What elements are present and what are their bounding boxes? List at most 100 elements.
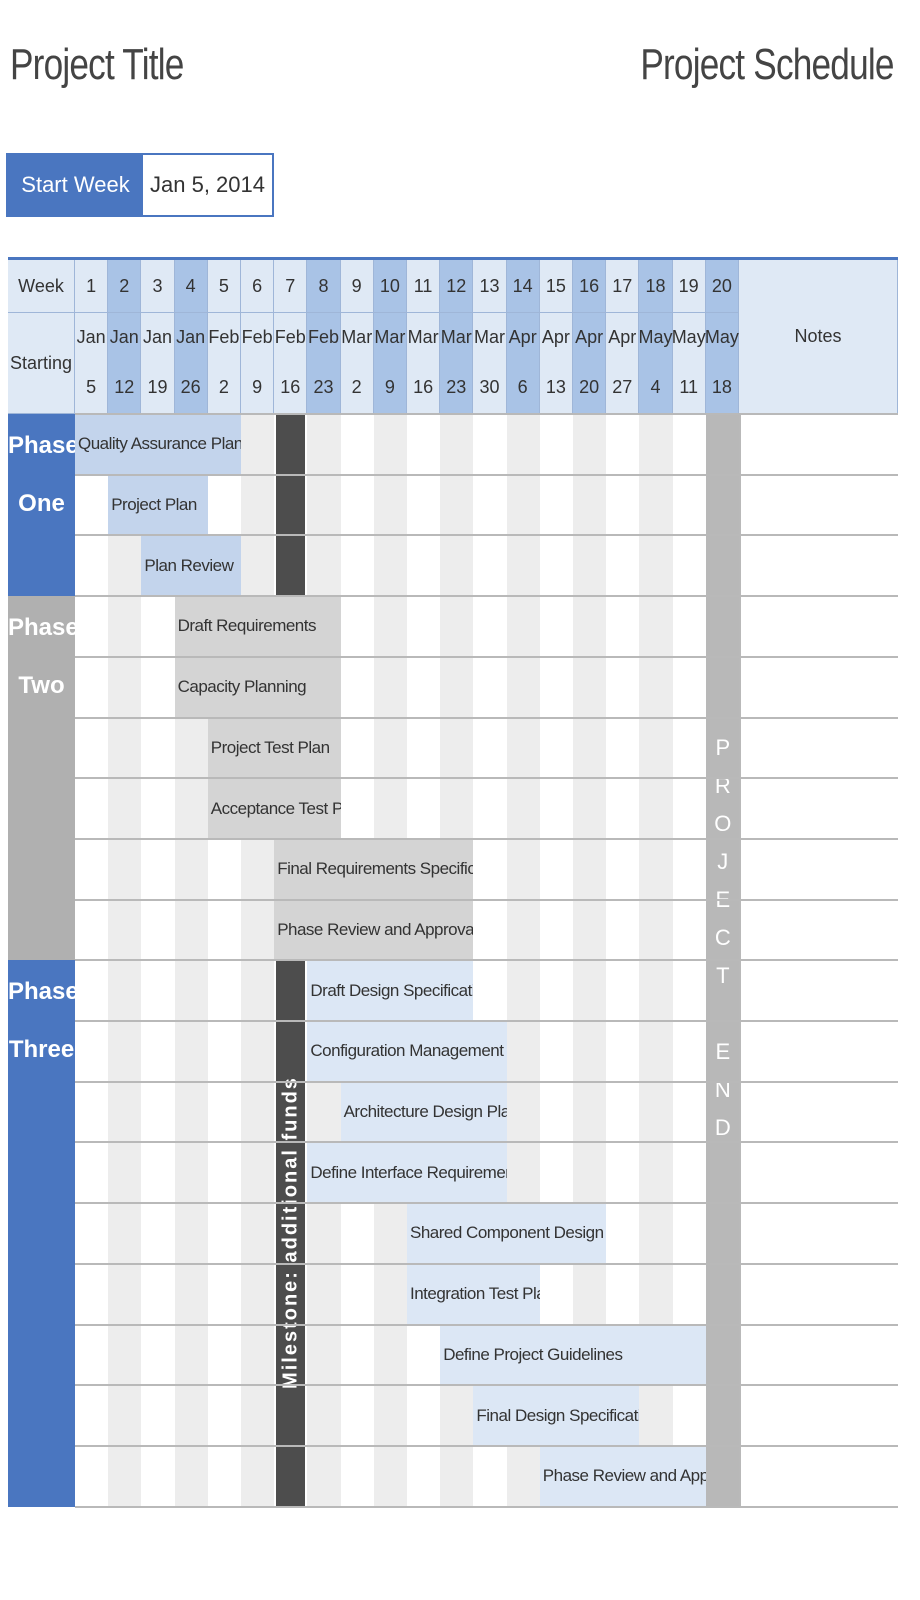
project-end-letter: R bbox=[714, 773, 731, 798]
task-bar[interactable]: Configuration Management Plan bbox=[307, 1021, 507, 1082]
phase-label-1: Phase One bbox=[8, 414, 79, 597]
week-start-date-19: May 11 bbox=[671, 313, 706, 414]
header-top-border bbox=[8, 257, 898, 260]
week-start-day: 23 bbox=[313, 377, 334, 398]
row-divider bbox=[75, 898, 898, 901]
task-bar[interactable]: Quality Assurance Plan bbox=[75, 414, 241, 475]
task-bar[interactable]: Define Interface Requirements bbox=[307, 1142, 507, 1204]
week-start-day: 9 bbox=[252, 377, 263, 398]
start-week-label: Start Week bbox=[8, 155, 143, 215]
week-start-date-1: Jan 5 bbox=[75, 313, 109, 414]
week-start-month: Jan bbox=[176, 327, 206, 348]
week-start-day: 2 bbox=[218, 377, 229, 398]
week-start-month: Feb bbox=[307, 327, 339, 348]
task-bar[interactable]: Final Design Specifications bbox=[473, 1385, 640, 1446]
start-week-value[interactable]: Jan 5, 2014 bbox=[143, 155, 272, 215]
task-bar[interactable]: Shared Component Design bbox=[407, 1203, 607, 1264]
row-divider bbox=[75, 595, 898, 598]
week-start-day: 13 bbox=[545, 377, 566, 398]
week-start-day: 9 bbox=[384, 377, 395, 398]
week-start-day: 6 bbox=[517, 377, 528, 398]
week-number-6: 6 bbox=[241, 260, 275, 313]
week-number-16: 16 bbox=[573, 260, 607, 313]
milestone-column bbox=[276, 414, 306, 597]
task-bar[interactable]: Phase Review and Approval bbox=[274, 899, 474, 961]
row-divider bbox=[75, 1141, 898, 1144]
phase-label-word: Phase bbox=[8, 432, 79, 459]
task-bar[interactable]: Integration Test Plan bbox=[407, 1263, 540, 1325]
project-end-letter: P bbox=[715, 735, 731, 760]
task-bar[interactable]: Acceptance Test Plan bbox=[207, 778, 341, 839]
row-divider bbox=[75, 716, 898, 719]
row-divider bbox=[75, 1202, 898, 1205]
project-end-letter: J bbox=[717, 849, 729, 874]
phase-label-word: Three bbox=[8, 1036, 75, 1064]
task-bar[interactable]: Plan Review bbox=[141, 535, 241, 597]
phase-label-word: Phase bbox=[8, 614, 79, 642]
row-divider bbox=[75, 959, 898, 962]
task-bar[interactable]: Architecture Design Plan bbox=[340, 1081, 507, 1143]
week-start-date-5: Feb 2 bbox=[207, 313, 241, 414]
row-divider bbox=[75, 777, 898, 780]
notes-header-label: Notes bbox=[739, 260, 898, 414]
start-week-box: Start Week Jan 5, 2014 bbox=[6, 153, 274, 217]
week-start-date-6: Feb 9 bbox=[241, 313, 275, 414]
week-start-day: 23 bbox=[446, 377, 467, 398]
week-start-month: Feb bbox=[274, 327, 306, 348]
week-start-month: Apr bbox=[541, 327, 570, 348]
week-start-month: Mar bbox=[341, 327, 373, 348]
week-number-9: 9 bbox=[340, 260, 374, 313]
project-end-letter: C bbox=[714, 925, 731, 950]
row-divider bbox=[75, 1020, 898, 1022]
week-start-month: Jan bbox=[142, 327, 172, 348]
project-title: Project Title bbox=[10, 40, 184, 89]
week-start-day: 16 bbox=[413, 377, 434, 398]
week-start-month: Apr bbox=[608, 327, 637, 348]
week-start-date-9: Mar 2 bbox=[340, 313, 374, 414]
task-bar[interactable]: Capacity Planning bbox=[174, 656, 341, 718]
week-start-date-12: Mar 23 bbox=[440, 313, 474, 414]
week-start-month: Mar bbox=[407, 327, 439, 348]
week-start-month: Mar bbox=[374, 327, 406, 348]
row-divider bbox=[75, 534, 898, 537]
week-start-day: 16 bbox=[280, 377, 301, 398]
task-bar[interactable]: Draft Requirements bbox=[174, 596, 341, 657]
phase-label-2: Phase Two bbox=[8, 596, 79, 961]
week-start-day: 18 bbox=[711, 377, 732, 398]
task-bar[interactable]: Project Test Plan bbox=[207, 717, 341, 779]
project-end-letter: E bbox=[715, 1039, 731, 1064]
task-bar[interactable]: Define Project Guidelines bbox=[440, 1324, 739, 1386]
task-bar[interactable]: Project Plan bbox=[108, 474, 208, 536]
row-divider bbox=[75, 1080, 898, 1083]
notes-border bbox=[739, 414, 741, 1507]
week-number-7: 7 bbox=[274, 260, 308, 313]
week-start-date-11: Mar 16 bbox=[407, 313, 441, 414]
week-start-month: May bbox=[638, 327, 673, 348]
week-start-month: Jan bbox=[76, 327, 106, 348]
task-bar[interactable]: Draft Design Specifications bbox=[307, 960, 474, 1021]
starting-header-label: Starting bbox=[8, 313, 75, 414]
week-start-day: 26 bbox=[180, 377, 201, 398]
week-number-11: 11 bbox=[407, 260, 441, 313]
task-bar[interactable]: Final Requirements Specifications bbox=[274, 838, 474, 900]
week-number-8: 8 bbox=[307, 260, 341, 313]
week-start-month: Feb bbox=[241, 327, 273, 348]
week-number-20: 20 bbox=[705, 260, 739, 313]
week-start-day: 2 bbox=[351, 377, 362, 398]
week-start-month: Mar bbox=[440, 327, 472, 348]
week-start-day: 12 bbox=[114, 377, 135, 398]
row-divider bbox=[75, 473, 898, 476]
row-divider bbox=[75, 1323, 898, 1326]
week-start-month: May bbox=[671, 327, 706, 348]
week-number-2: 2 bbox=[108, 260, 142, 313]
week-number-18: 18 bbox=[639, 260, 673, 313]
week-start-day: 19 bbox=[147, 377, 168, 398]
task-bar[interactable]: Phase Review and Approval bbox=[539, 1445, 739, 1507]
row-divider bbox=[75, 413, 898, 415]
week-number-12: 12 bbox=[440, 260, 474, 313]
week-start-date-7: Feb 16 bbox=[274, 313, 308, 414]
week-number-10: 10 bbox=[373, 260, 407, 313]
project-end-letter: N bbox=[714, 1077, 731, 1102]
week-number-17: 17 bbox=[606, 260, 640, 313]
